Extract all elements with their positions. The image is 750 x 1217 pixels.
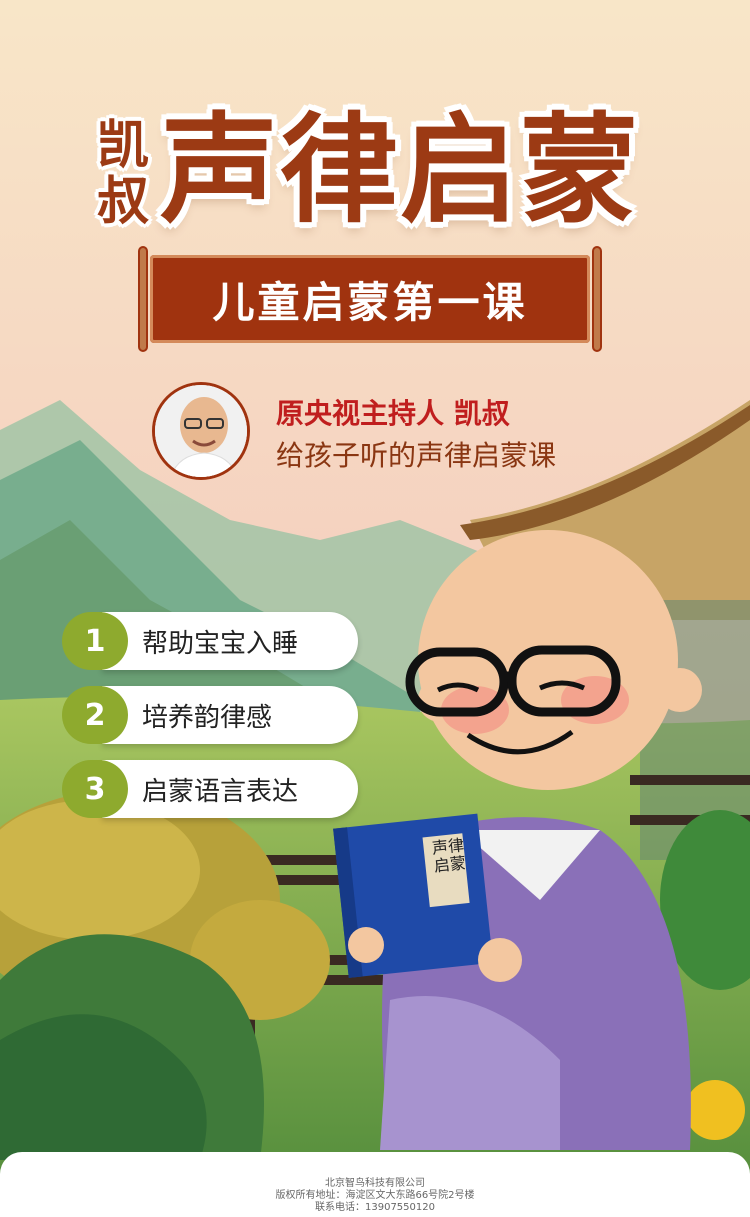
- host-avatar: [152, 382, 250, 480]
- benefit-number: 1: [62, 612, 128, 670]
- benefit-item: 1 帮助宝宝入睡: [62, 612, 358, 670]
- benefit-pill: [102, 760, 358, 818]
- benefit-pill: [102, 686, 358, 744]
- footer-company: 北京智鸟科技有限公司: [325, 1178, 425, 1189]
- benefit-pill: [102, 612, 358, 670]
- scroll-rod-right: [592, 246, 602, 352]
- footer-address: 版权所有地址：海淀区文大东路66号院2号楼: [275, 1190, 475, 1201]
- page-title: 声律启蒙: [160, 101, 641, 239]
- subtitle-banner: 儿童启蒙第一课: [150, 255, 590, 343]
- footer: 北京智鸟科技有限公司 版权所有地址：海淀区文大东路66号院2号楼 联系电话：13…: [0, 1152, 750, 1217]
- host-title: 原央视主持人 凯叔: [276, 397, 510, 430]
- book-cover-title: 声律启蒙: [431, 835, 467, 876]
- benefit-label: 帮助宝宝入睡: [142, 628, 299, 659]
- title-prefix: 凯叔: [96, 116, 149, 232]
- host-portrait-icon: [155, 385, 247, 477]
- benefit-label: 启蒙语言表达: [142, 776, 299, 807]
- benefit-number: 3: [62, 760, 128, 818]
- subtitle-text: 儿童启蒙第一课: [212, 277, 528, 327]
- scroll-rod-left: [138, 246, 148, 352]
- benefit-item: 3 启蒙语言表达: [62, 760, 358, 818]
- footer-phone: 联系电话：13907550120: [315, 1202, 435, 1213]
- benefit-item: 2 培养韵律感: [62, 686, 358, 744]
- host-description: 给孩子听的声律启蒙课: [276, 439, 557, 472]
- benefit-label: 培养韵律感: [142, 702, 273, 733]
- benefit-number: 2: [62, 686, 128, 744]
